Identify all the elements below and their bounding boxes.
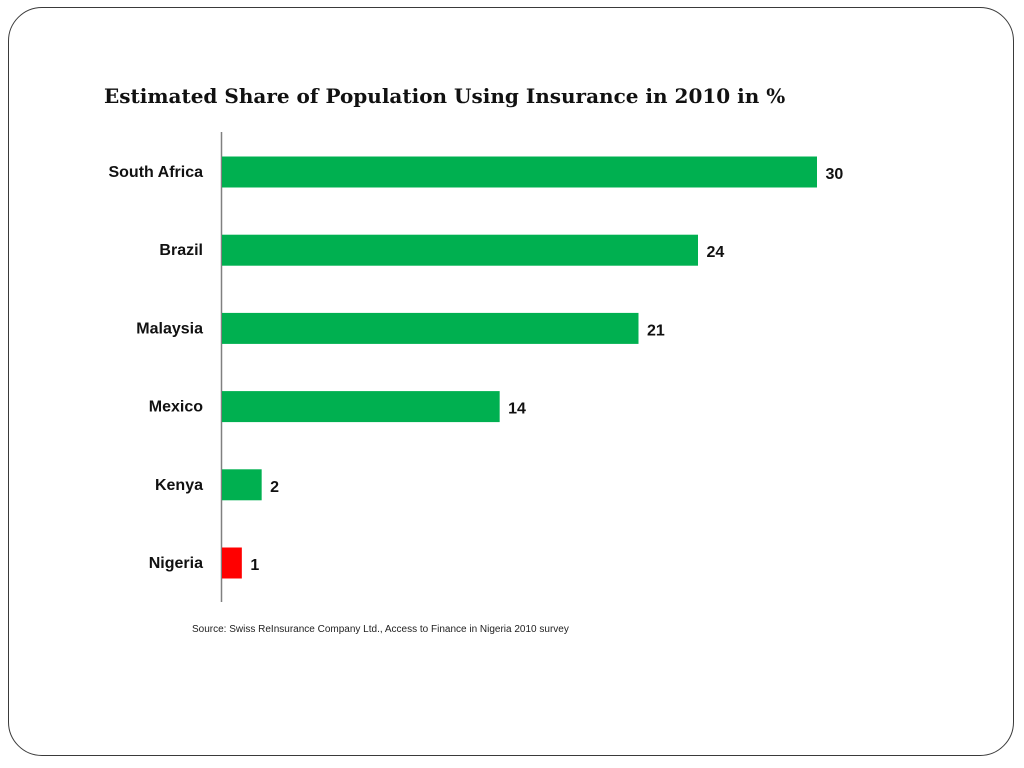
data-label: 21 <box>647 322 665 339</box>
category-label: Malaysia <box>136 320 203 337</box>
chart-title: Estimated Share of Population Using Insu… <box>104 84 786 108</box>
category-label: Mexico <box>149 399 203 416</box>
bar-south-africa <box>222 156 817 188</box>
source-note: Source: Swiss ReInsurance Company Ltd., … <box>192 624 569 635</box>
bar-mexico <box>222 391 500 423</box>
data-label: 2 <box>270 479 279 496</box>
bar-malaysia <box>222 312 639 344</box>
data-label: 14 <box>508 401 526 418</box>
data-label: 30 <box>826 166 844 183</box>
category-label: Brazil <box>159 242 203 259</box>
category-label: South Africa <box>108 164 203 181</box>
bar-kenya <box>222 469 262 501</box>
data-label: 24 <box>707 244 725 261</box>
bar-brazil <box>222 234 698 266</box>
data-label: 1 <box>250 557 259 574</box>
category-label: Nigeria <box>149 555 203 572</box>
slide-frame <box>8 7 1014 756</box>
bar-nigeria <box>222 547 242 579</box>
category-label: Kenya <box>155 477 203 494</box>
